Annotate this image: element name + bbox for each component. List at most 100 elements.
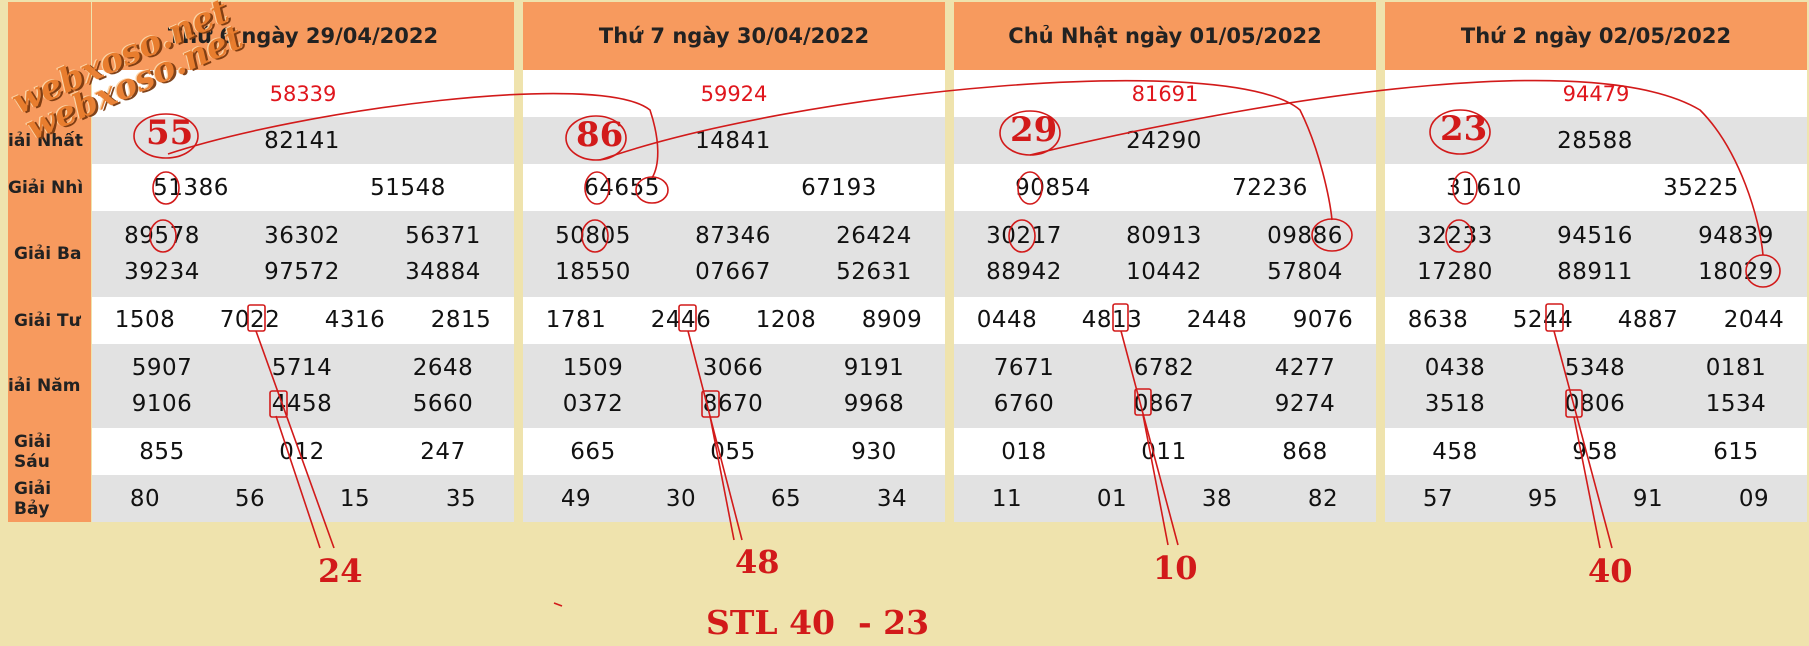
giai-nhi-value: 90854: [1015, 175, 1091, 201]
giai-tu-value: 7022: [219, 307, 281, 333]
giai-nam-value: 0806: [1564, 391, 1626, 417]
giai-sau-value: 665: [570, 439, 616, 465]
label-giai-nam: iải Năm: [8, 344, 91, 428]
giai-tu-value: 1508: [114, 307, 176, 333]
giai-nam-value: 5348: [1564, 355, 1626, 381]
giai-sau-value: 011: [1141, 439, 1187, 465]
result-number: 24: [318, 552, 363, 590]
giai-nhi-value: 31610: [1446, 175, 1522, 201]
giai-ba-value: 50805: [555, 223, 631, 249]
label-giai-sau: Giải Sáu: [8, 428, 91, 475]
giai-ba-value: 57804: [1267, 259, 1343, 285]
row-label-column: iải Nhất Giải Nhì Giải Ba Giải Tư iải Nă…: [8, 0, 91, 525]
giai-ba-value: 94839: [1698, 223, 1774, 249]
giai-ba-value: 34884: [405, 259, 481, 285]
giai-nam-value: 1509: [562, 355, 624, 381]
giai-nam-value: 9106: [131, 391, 193, 417]
giai-bay-value: 30: [665, 486, 697, 512]
giai-tu-value: 8909: [861, 307, 923, 333]
giai-sau-value: 012: [279, 439, 325, 465]
giai-nhi-value: 64655: [584, 175, 660, 201]
day-column: Thứ 7 ngày 30/04/2022 59924 14841 64655 …: [523, 0, 945, 525]
giai-bay-value: 09: [1738, 486, 1770, 512]
giai-ba-value: 94516: [1557, 223, 1633, 249]
giai-tu-value: 4887: [1617, 307, 1679, 333]
giai-db-value: 94479: [1562, 81, 1630, 106]
giai-sau-value: 930: [851, 439, 897, 465]
stl-caption: STL 40 - 23: [706, 603, 930, 642]
giai-bay-value: 35: [445, 486, 477, 512]
giai-nam-value: 3066: [702, 355, 764, 381]
giai-ba-value: 39234: [124, 259, 200, 285]
giai-nam-value: 9968: [843, 391, 905, 417]
giai-sau-value: 247: [420, 439, 466, 465]
giai-nhi-value: 51548: [370, 175, 446, 201]
result-number: 48: [735, 543, 780, 581]
giai-tu-value: 1781: [545, 307, 607, 333]
giai-nam-value: 6760: [993, 391, 1055, 417]
giai-ba-value: 36302: [264, 223, 340, 249]
day-header: Chủ Nhật ngày 01/05/2022: [954, 2, 1376, 70]
giai-nhat-value: 28588: [1557, 128, 1633, 154]
giai-tu-value: 1208: [755, 307, 817, 333]
giai-nhi-value: 67193: [801, 175, 877, 201]
giai-nam-value: 1534: [1705, 391, 1767, 417]
giai-bay-value: 65: [770, 486, 802, 512]
giai-bay-value: 82: [1307, 486, 1339, 512]
giai-nam-value: 3518: [1424, 391, 1486, 417]
result-number: 40: [1588, 552, 1633, 590]
giai-nam-value: 6782: [1133, 355, 1195, 381]
result-number: 10: [1153, 549, 1198, 587]
label-giai-nhat: iải Nhất: [8, 117, 91, 164]
giai-ba-value: 26424: [836, 223, 912, 249]
giai-tu-value: 4813: [1081, 307, 1143, 333]
circled-number: 29: [1010, 110, 1058, 150]
giai-tu-value: 2815: [430, 307, 492, 333]
day-header: Thứ 7 ngày 30/04/2022: [523, 2, 945, 70]
giai-tu-value: 5244: [1512, 307, 1574, 333]
label-db-blank: [8, 70, 91, 117]
giai-nam-value: 7671: [993, 355, 1055, 381]
giai-sau-value: 018: [1001, 439, 1047, 465]
giai-bay-value: 01: [1096, 486, 1128, 512]
giai-bay-value: 49: [560, 486, 592, 512]
giai-nhat-value: 14841: [695, 128, 771, 154]
giai-ba-value: 88911: [1557, 259, 1633, 285]
giai-bay-value: 91: [1632, 486, 1664, 512]
giai-sau-value: 055: [710, 439, 756, 465]
day-header: Thứ 2 ngày 02/05/2022: [1385, 2, 1807, 70]
giai-ba-value: 10442: [1126, 259, 1202, 285]
annotation-tick: [553, 602, 563, 607]
giai-ba-value: 52631: [836, 259, 912, 285]
giai-tu-value: 2044: [1723, 307, 1785, 333]
circled-number: 55: [146, 113, 194, 153]
giai-nam-value: 0867: [1133, 391, 1195, 417]
giai-ba-value: 89578: [124, 223, 200, 249]
giai-nam-value: 8670: [702, 391, 764, 417]
giai-nam-value: 4458: [271, 391, 333, 417]
label-header: [8, 2, 91, 70]
giai-bay-value: 57: [1422, 486, 1454, 512]
giai-nam-value: 9191: [843, 355, 905, 381]
giai-ba-value: 97572: [264, 259, 340, 285]
giai-tu-value: 0448: [976, 307, 1038, 333]
giai-tu-value: 2448: [1186, 307, 1248, 333]
day-column: Chủ Nhật ngày 01/05/2022 81691 24290 908…: [954, 0, 1376, 525]
giai-ba-value: 88942: [986, 259, 1062, 285]
giai-sau-value: 855: [139, 439, 185, 465]
giai-sau-value: 458: [1432, 439, 1478, 465]
day-header: Thứ 6 ngày 29/04/2022: [92, 2, 514, 70]
giai-bay-value: 15: [339, 486, 371, 512]
giai-sau-value: 958: [1572, 439, 1618, 465]
giai-ba-value: 17280: [1417, 259, 1493, 285]
circled-number: 23: [1440, 109, 1488, 149]
giai-nhi-value: 35225: [1663, 175, 1739, 201]
giai-nhat-value: 82141: [264, 128, 340, 154]
giai-ba-value: 32233: [1417, 223, 1493, 249]
giai-nam-value: 5714: [271, 355, 333, 381]
giai-bay-value: 80: [129, 486, 161, 512]
giai-nam-value: 0181: [1705, 355, 1767, 381]
giai-tu-value: 8638: [1407, 307, 1469, 333]
label-giai-tu: Giải Tư: [8, 297, 91, 344]
giai-db-value: 59924: [700, 81, 768, 106]
